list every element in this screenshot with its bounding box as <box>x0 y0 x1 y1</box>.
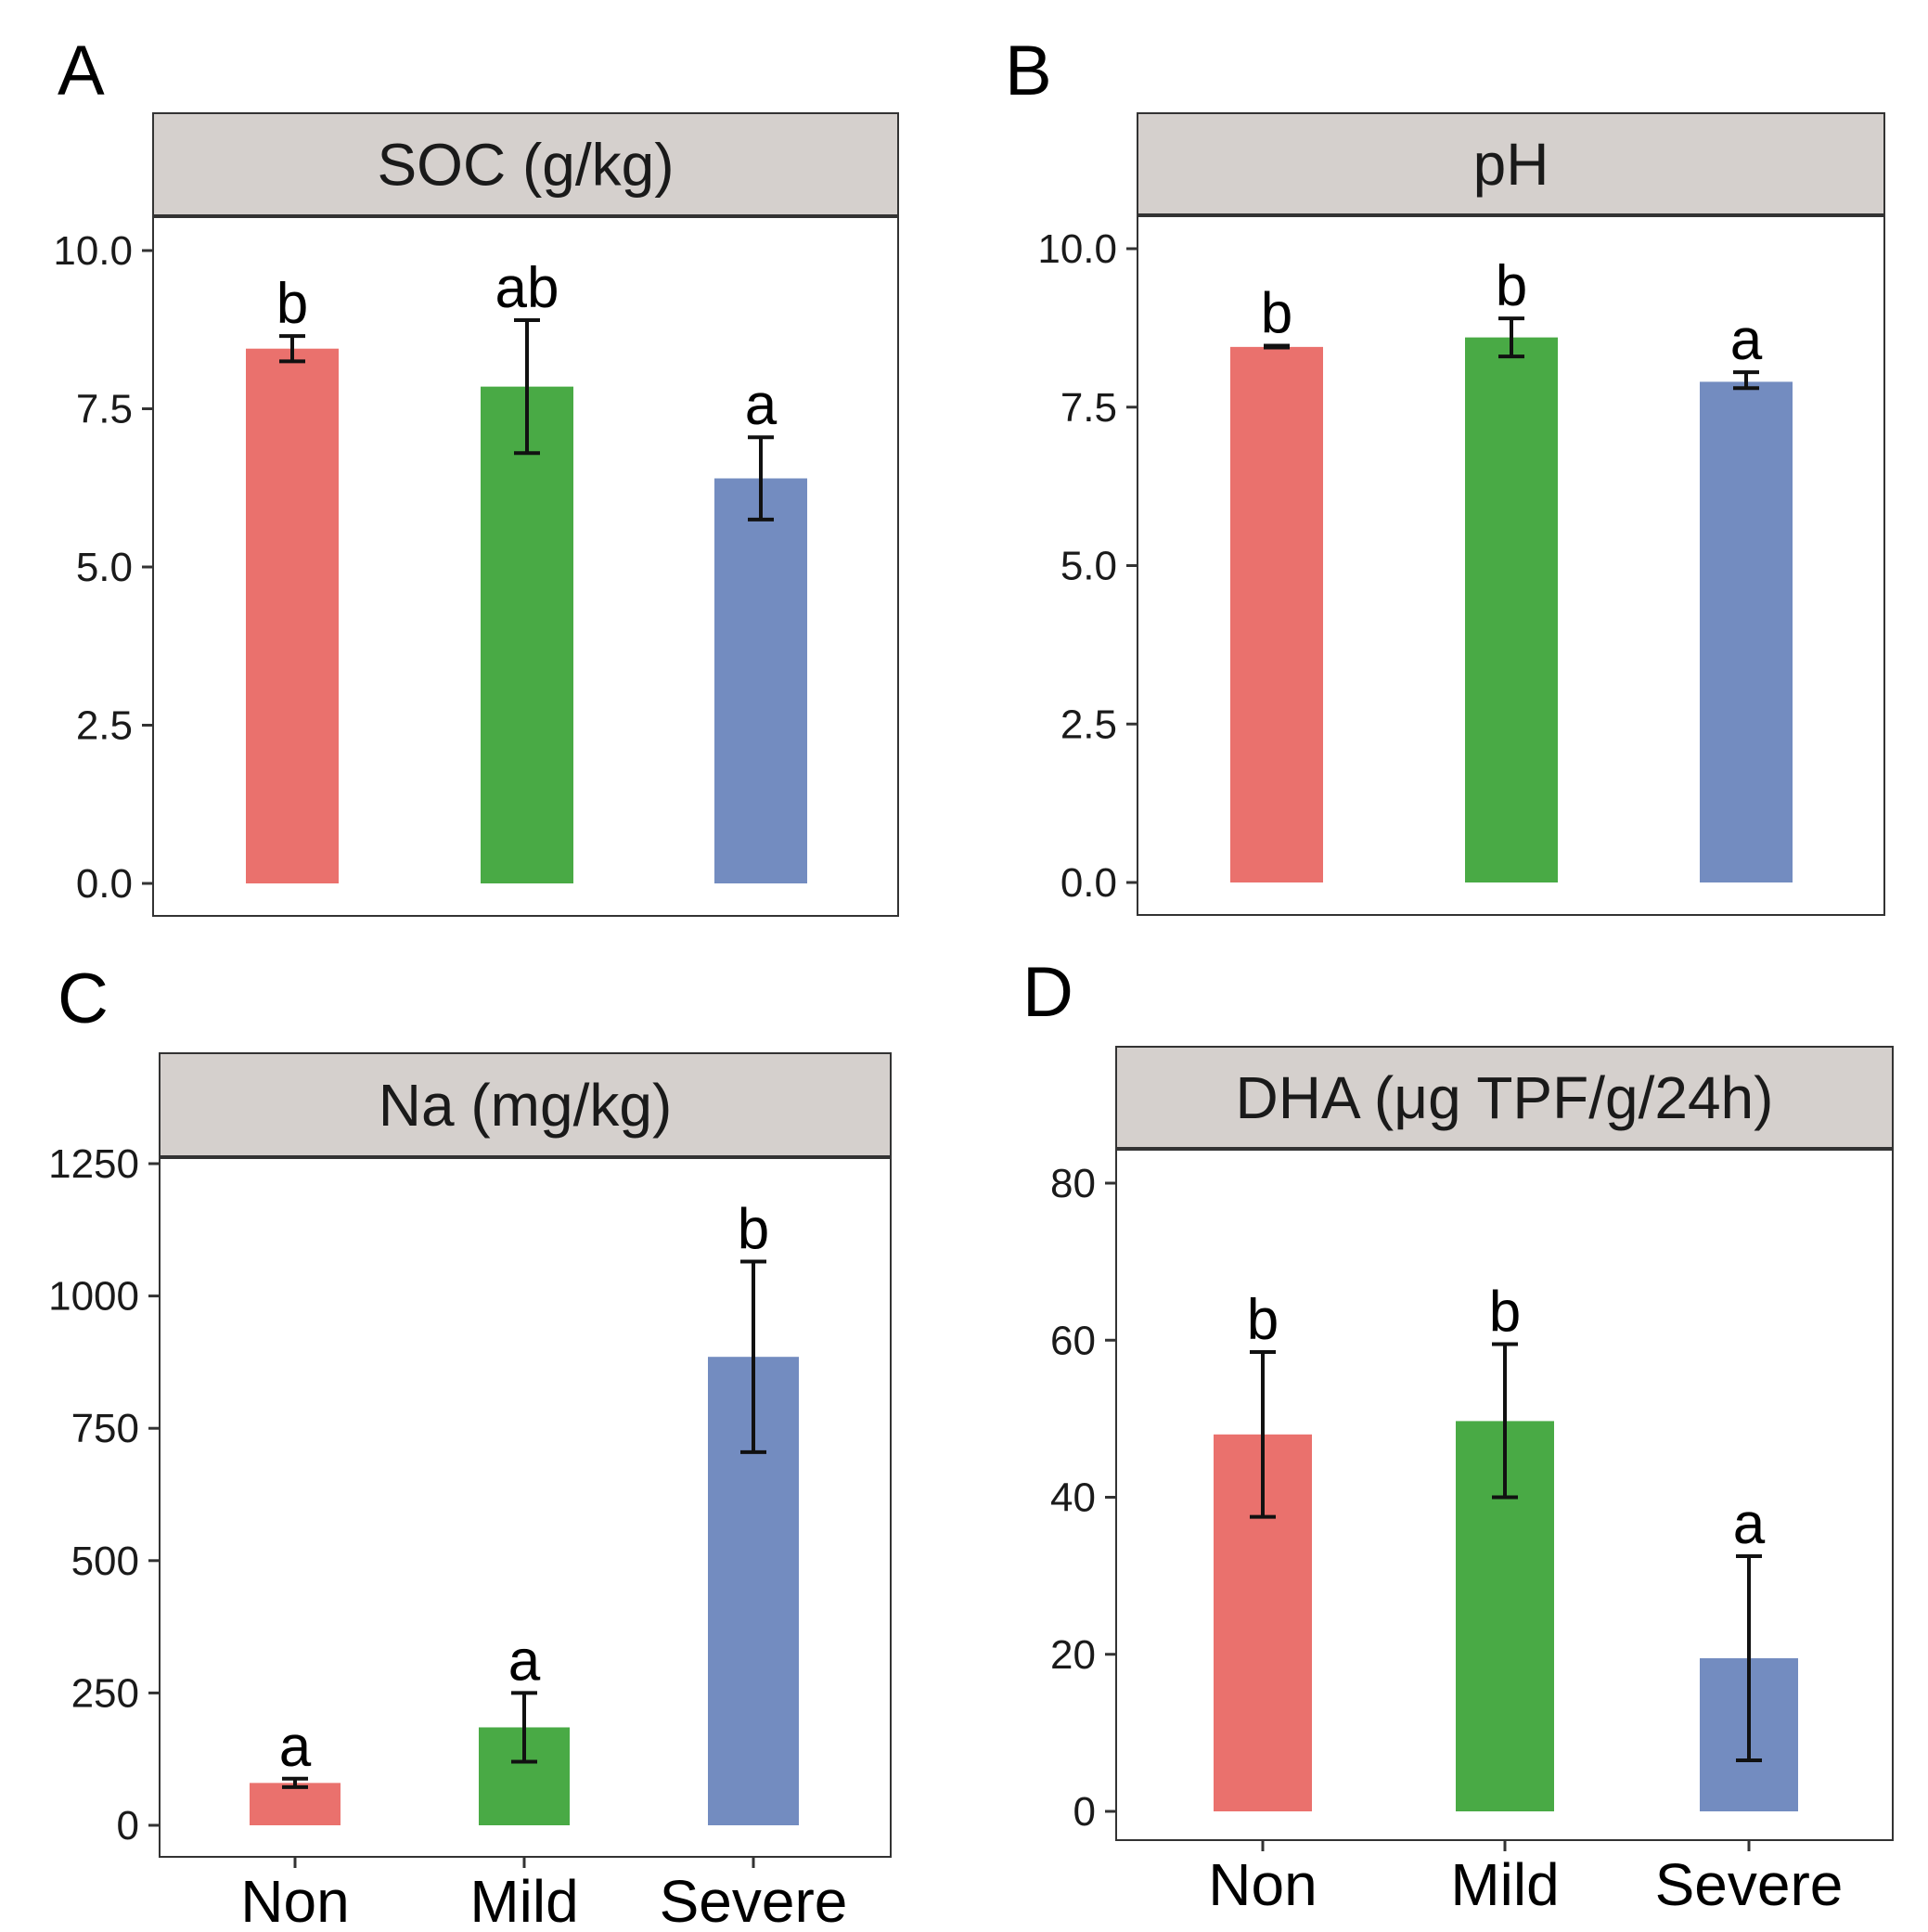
significance-label: b <box>1247 1288 1279 1352</box>
panel-strip <box>1115 1046 1894 1150</box>
panel-strip <box>159 1052 892 1158</box>
significance-label: ab <box>495 256 559 320</box>
y-tick-label: 80 <box>1050 1161 1096 1206</box>
x-category-label: Non <box>1208 1851 1317 1918</box>
y-tick-label: 10.0 <box>1037 226 1117 272</box>
panel-title: Na (mg/kg) <box>379 1072 673 1139</box>
bar-mild <box>481 386 573 883</box>
y-tick-label: 5.0 <box>76 545 133 590</box>
significance-label: a <box>1730 308 1763 372</box>
y-tick-label: 2.5 <box>1060 702 1117 747</box>
y-tick-label: 20 <box>1050 1632 1096 1678</box>
bar-non <box>246 348 339 884</box>
x-category-label: Severe <box>1655 1851 1844 1918</box>
panel-strip <box>1137 112 1885 216</box>
y-tick-label: 500 <box>71 1539 139 1584</box>
chart-panel-c: C Na (mg/kg) 0 250 500 750 1000 1250 a Non a Mild b S… <box>48 960 892 1932</box>
y-tick-label: 250 <box>71 1670 139 1716</box>
y-tick-label: 2.5 <box>76 703 133 749</box>
bar-non <box>250 1783 341 1825</box>
panel-letter: B <box>1005 32 1052 110</box>
chart-panel-a: A SOC (g/kg) 0.0 2.5 5.0 7.5 10.0 b ab a <box>53 32 899 917</box>
bar-severe <box>714 478 807 883</box>
y-tick-label: 0.0 <box>1060 860 1117 906</box>
chart-panel-d: D DHA (μg TPF/g/24h) 0 20 40 60 80 b Non b Mild a Se… <box>1022 953 1894 1918</box>
y-tick-label: 750 <box>71 1406 139 1451</box>
y-tick-label: 40 <box>1050 1475 1096 1521</box>
panel-letter: C <box>58 960 109 1038</box>
panel-title: SOC (g/kg) <box>377 132 674 199</box>
bar-mild <box>1465 337 1558 882</box>
significance-label: a <box>279 1715 312 1779</box>
chart-panel-b: BpH 0.0 2.5 5.0 7.5 10.0 b b a <box>1005 32 1885 916</box>
significance-label: b <box>738 1198 769 1262</box>
panel-strip <box>152 112 899 217</box>
significance-label: b <box>1496 254 1527 318</box>
y-tick-label: 0 <box>1073 1789 1096 1835</box>
significance-label: a <box>745 373 778 437</box>
panel-title: DHA (μg TPF/g/24h) <box>1236 1064 1774 1131</box>
significance-label: b <box>1261 281 1292 345</box>
y-tick-label: 1250 <box>48 1141 139 1187</box>
panel-letter: A <box>58 32 105 110</box>
y-tick-label: 0.0 <box>76 861 133 907</box>
y-tick-label: 10.0 <box>53 228 133 274</box>
significance-label: a <box>508 1629 541 1693</box>
significance-label: b <box>1489 1280 1521 1344</box>
panel-letter: D <box>1022 953 1073 1032</box>
x-category-label: Mild <box>1450 1851 1559 1918</box>
panel-title: pH <box>1473 131 1549 198</box>
y-tick-label: 1000 <box>48 1274 139 1320</box>
y-tick-label: 0 <box>117 1803 139 1848</box>
bar-severe <box>1700 381 1793 882</box>
x-category-label: Non <box>240 1868 349 1932</box>
significance-label: b <box>276 272 308 336</box>
y-tick-label: 7.5 <box>1060 385 1117 431</box>
y-tick-label: 5.0 <box>1060 544 1117 589</box>
bar-non <box>1230 346 1323 882</box>
y-tick-label: 7.5 <box>76 387 133 432</box>
significance-label: a <box>1733 1492 1766 1556</box>
y-tick-label: 60 <box>1050 1318 1096 1363</box>
x-category-label: Mild <box>469 1868 578 1932</box>
x-category-label: Severe <box>660 1868 848 1932</box>
